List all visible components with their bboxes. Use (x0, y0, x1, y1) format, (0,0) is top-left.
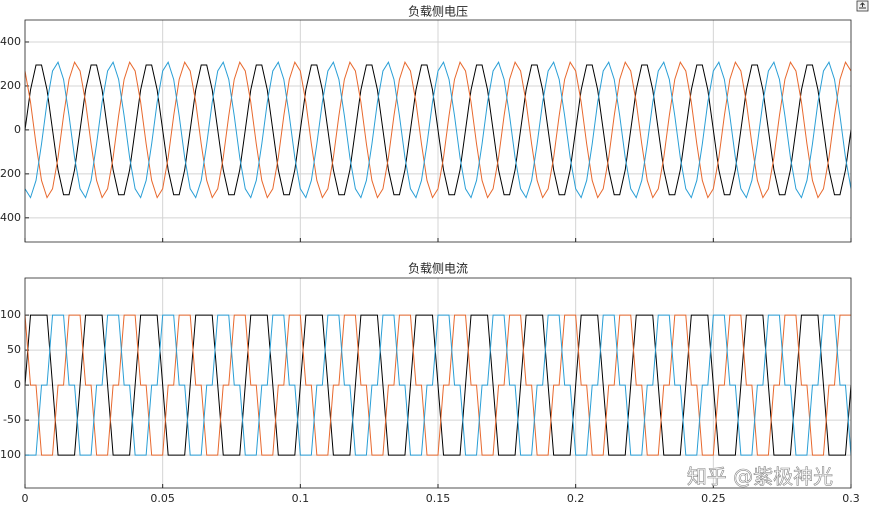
x-tick-label: 0.2 (567, 492, 585, 505)
y-tick-label: 100 (0, 308, 21, 321)
x-tick-label: 0.3 (842, 492, 860, 505)
y-tick-label: 50 (7, 343, 21, 356)
x-tick-label: 0.25 (701, 492, 726, 505)
x-tick-label: 0.15 (426, 492, 451, 505)
series-line (25, 64, 851, 196)
series-line (25, 314, 851, 456)
y-tick-label: -400 (0, 211, 21, 224)
chart-title: 负载侧电压 (408, 5, 468, 19)
watermark: 知乎 @紫极神光 (687, 465, 833, 489)
y-tick-label: -100 (0, 448, 21, 461)
series-line (25, 314, 851, 456)
series-line (25, 61, 851, 199)
y-tick-label: 0 (14, 123, 21, 136)
y-tick-label: -50 (3, 413, 21, 426)
y-tick-label: 0 (14, 378, 21, 391)
axes-box (24, 19, 852, 243)
y-tick-label: -200 (0, 167, 21, 180)
series-line (25, 61, 851, 199)
x-tick-label: 0 (22, 492, 29, 505)
axes-box (24, 277, 852, 489)
y-tick-label: 200 (0, 79, 21, 92)
x-tick-label: 0.1 (292, 492, 310, 505)
y-tick-label: 400 (0, 35, 21, 48)
chart-title: 负载侧电流 (408, 262, 468, 276)
dock-button[interactable] (856, 0, 869, 12)
series-line (25, 314, 851, 456)
x-tick-label: 0.05 (150, 492, 175, 505)
dock-arrow[interactable] (859, 2, 866, 9)
